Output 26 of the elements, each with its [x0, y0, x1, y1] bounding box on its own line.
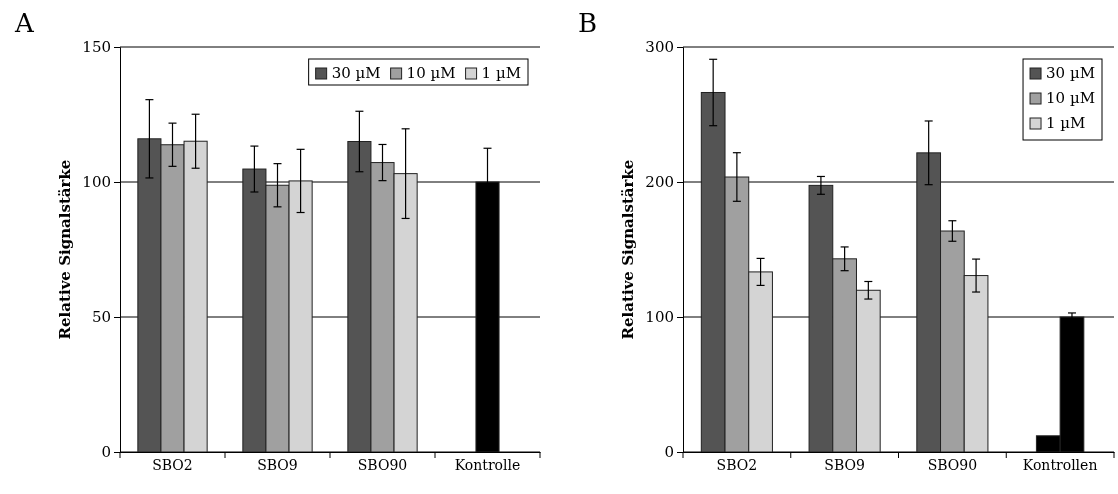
- legend-label: 1 µM: [481, 64, 521, 82]
- x-tick-label: SBO2: [716, 457, 758, 474]
- y-tick-label: 150: [82, 38, 111, 57]
- y-tick-label: 50: [91, 308, 111, 327]
- x-tick-label: SBO9: [824, 457, 865, 474]
- x-tick-label: SBO9: [257, 457, 298, 474]
- legend-label: 30 µM: [1046, 64, 1095, 82]
- x-tick-label: Kontrolle: [454, 457, 521, 474]
- y-axis-title: Relative Signalstärke: [619, 159, 637, 340]
- y-tick-label: 0: [101, 443, 111, 462]
- chart-title: B: [578, 8, 598, 38]
- x-tick-label: SBO90: [357, 457, 408, 474]
- legend-label: 10 µM: [1046, 89, 1095, 107]
- y-tick-label: 100: [645, 308, 674, 327]
- x-tick-label: SBO90: [927, 457, 978, 474]
- legend-label: 30 µM: [331, 64, 381, 82]
- y-tick-label: 300: [645, 38, 674, 57]
- x-tick-label: SBO2: [152, 457, 193, 474]
- y-tick-label: 0: [664, 443, 674, 462]
- y-tick-label: 100: [82, 173, 111, 192]
- y-axis-title: Relative Signalstärke: [56, 159, 74, 340]
- x-tick-label: Kontrollen: [1022, 457, 1098, 474]
- y-tick-label: 200: [645, 173, 674, 192]
- chart-title: A: [14, 8, 35, 38]
- legend-label: 10 µM: [406, 64, 456, 82]
- legend-label: 1 µM: [1046, 114, 1086, 132]
